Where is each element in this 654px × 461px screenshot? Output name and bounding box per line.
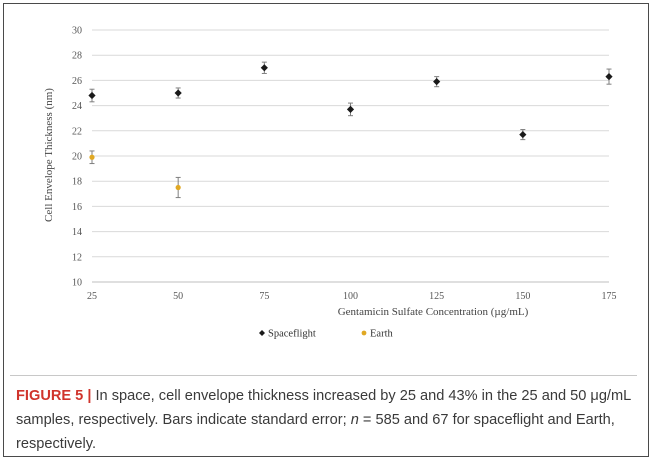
figure-frame — [3, 3, 649, 457]
y-tick-label: 28 — [72, 51, 82, 62]
legend: Spaceflight Earth — [259, 329, 393, 340]
spaceflight-point — [88, 91, 96, 100]
figure-caption: FIGURE 5 | In space, cell envelope thick… — [16, 384, 638, 456]
x-tick-labels: 25 50 75 100 125 150 175 — [87, 291, 617, 302]
spaceflight-point — [519, 130, 527, 139]
legend-label: Earth — [370, 329, 393, 340]
x-tick-label: 25 — [87, 291, 97, 302]
y-tick-label: 14 — [72, 227, 82, 238]
x-tick-label: 50 — [173, 291, 183, 302]
x-axis-title: Gentamicin Sulfate Concentration (µg/mL) — [338, 306, 529, 318]
y-tick-label: 18 — [72, 177, 82, 188]
y-tick-label: 12 — [72, 252, 82, 263]
y-tick-label: 20 — [72, 152, 82, 163]
scatter-chart: 10 12 14 16 18 20 22 24 26 28 30 25 50 75 100 125 150 17… — [43, 26, 617, 340]
data-series — [88, 61, 613, 199]
spaceflight-point — [174, 89, 182, 97]
y-axis-title: Cell Envelope Thickness (nm) — [43, 88, 55, 222]
earth-point — [89, 154, 95, 160]
y-tick-label: 22 — [72, 126, 82, 137]
spaceflight-point — [346, 105, 355, 113]
caption-n-symbol: n — [350, 412, 359, 428]
spaceflight-point — [605, 73, 613, 81]
x-tick-label: 125 — [429, 291, 444, 302]
x-tick-label: 150 — [515, 291, 530, 302]
y-tick-labels: 10 12 14 16 18 20 22 24 26 28 30 — [72, 26, 82, 289]
caption-text: In space, cell envelope thickness increa… — [16, 388, 631, 428]
y-tick-label: 26 — [72, 76, 82, 87]
y-tick-label: 16 — [72, 202, 82, 213]
y-tick-label: 24 — [72, 101, 82, 112]
figure-label: FIGURE 5 | — [16, 388, 92, 404]
caption-divider — [10, 375, 637, 376]
y-tick-label: 30 — [72, 26, 82, 37]
legend-label: Spaceflight — [268, 329, 316, 340]
x-tick-label: 175 — [602, 291, 617, 302]
spaceflight-point — [433, 78, 441, 86]
legend-marker-spaceflight — [259, 330, 265, 336]
spaceflight-point — [260, 64, 268, 72]
legend-marker-earth — [361, 330, 367, 336]
caption-tail: = 585 and 67 for spaceflight and Earth, … — [16, 412, 615, 452]
earth-point — [175, 184, 181, 191]
x-tick-label: 100 — [343, 291, 358, 302]
x-tick-label: 75 — [259, 291, 269, 302]
y-tick-label: 10 — [72, 278, 82, 289]
gridlines — [92, 29, 609, 258]
